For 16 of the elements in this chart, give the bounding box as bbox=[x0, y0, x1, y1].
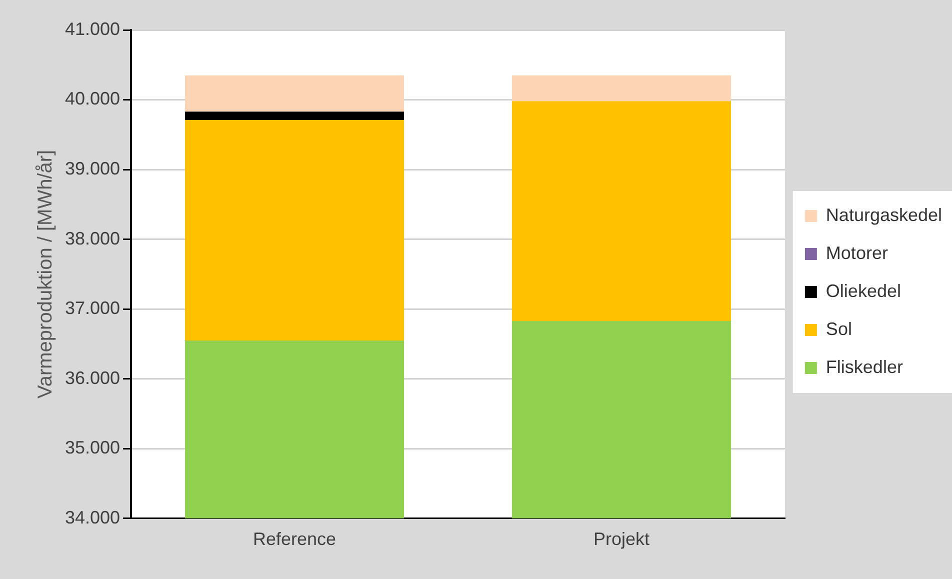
legend-label: Fliskedler bbox=[826, 356, 903, 377]
y-tick-label: 40.000 bbox=[64, 88, 120, 109]
legend-label: Motorer bbox=[826, 242, 888, 263]
y-tick-label: 34.000 bbox=[64, 507, 120, 528]
y-tick-label: 35.000 bbox=[64, 438, 120, 458]
y-tick-label: 41.000 bbox=[64, 18, 120, 39]
y-tick-label: 37.000 bbox=[64, 298, 120, 318]
y-tick-label: 38.000 bbox=[64, 228, 120, 248]
x-tick-label: Reference bbox=[252, 529, 336, 550]
legend-label: Naturgaskedel bbox=[826, 204, 942, 225]
y-axis-title: Varmeproduktion / [MWh/år] bbox=[34, 150, 57, 399]
legend-label: Sol bbox=[826, 318, 852, 339]
legend-label: Oliekedel bbox=[826, 280, 901, 301]
x-tick-label: Projekt bbox=[593, 529, 650, 550]
y-tick-label: 36.000 bbox=[64, 368, 120, 388]
y-tick-label: 39.000 bbox=[64, 158, 120, 179]
